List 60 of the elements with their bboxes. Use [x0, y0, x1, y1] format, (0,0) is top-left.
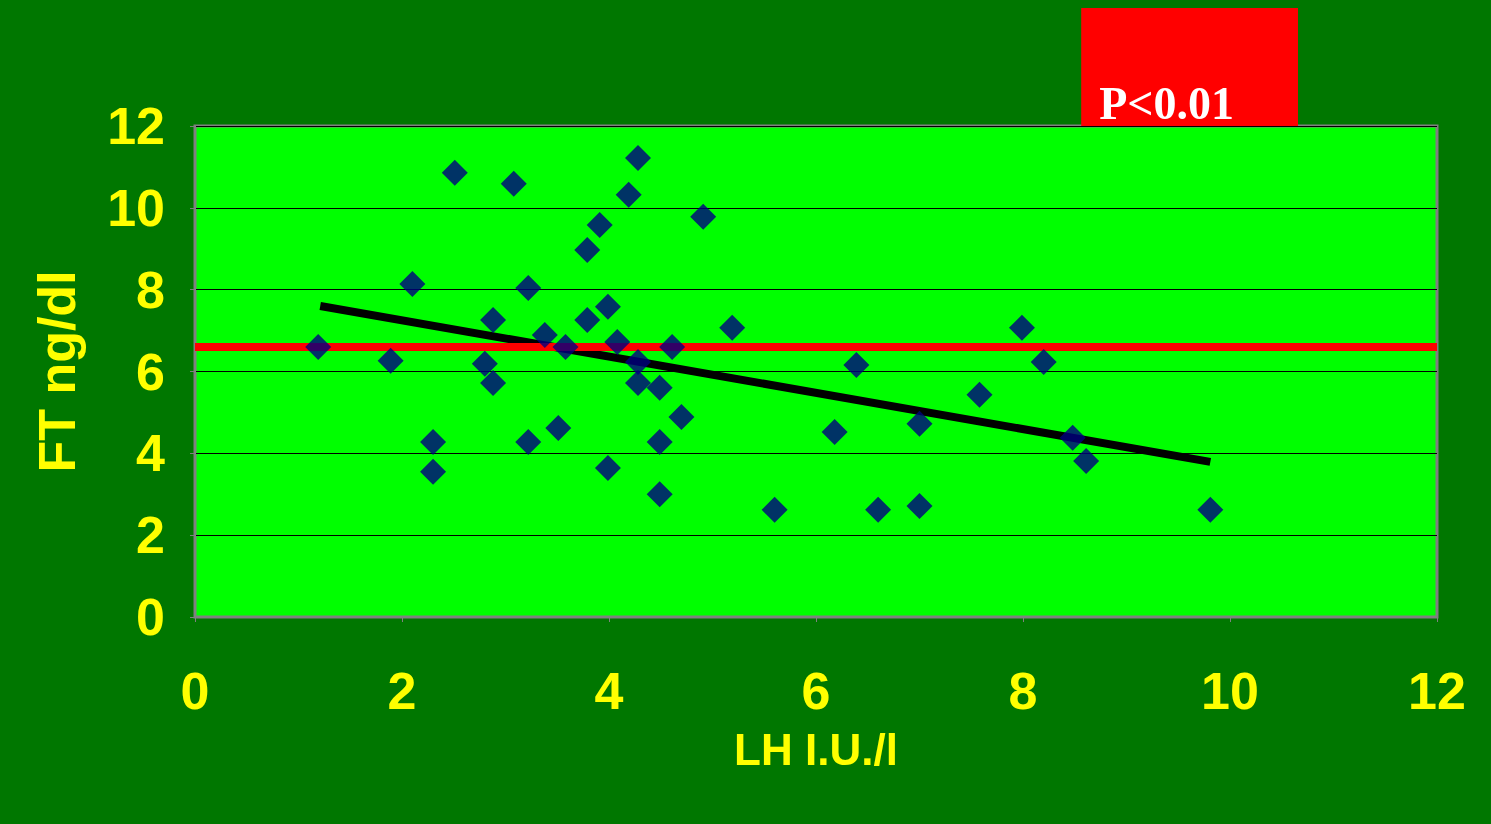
y-tick-label: 8: [136, 260, 165, 319]
y-tick-label: 10: [107, 178, 165, 237]
point: [966, 381, 993, 408]
point: [545, 414, 572, 441]
point: [906, 493, 933, 520]
y-tick-label: 6: [136, 342, 165, 401]
point: [531, 322, 558, 349]
x-tick-label: 12: [1408, 662, 1466, 720]
point: [843, 351, 870, 378]
x-tick-label: 6: [801, 662, 831, 720]
point: [305, 333, 332, 360]
point: [594, 293, 621, 320]
x-tick-label: 10: [1201, 662, 1259, 720]
point: [399, 270, 426, 297]
point: [1008, 314, 1035, 341]
y-tick-label: 2: [136, 506, 165, 565]
point: [552, 333, 579, 360]
point: [646, 428, 673, 455]
x-axis-title: LH I.U./l: [734, 724, 898, 774]
point: [574, 306, 601, 333]
x-tick-label: 0: [180, 662, 210, 720]
point: [604, 329, 631, 356]
point: [515, 428, 542, 455]
point: [594, 455, 621, 482]
point: [471, 350, 498, 377]
point: [1073, 448, 1100, 475]
point: [500, 170, 527, 197]
point: [480, 306, 507, 333]
point: [646, 374, 673, 401]
x-tick-label: 4: [594, 662, 624, 720]
point: [906, 410, 933, 437]
y-tick-label: 4: [136, 424, 166, 483]
point: [659, 333, 686, 360]
point: [1030, 349, 1057, 376]
point: [377, 347, 404, 374]
point: [865, 496, 892, 523]
point: [624, 369, 651, 396]
x-tick-label: 8: [1008, 662, 1038, 720]
point: [441, 159, 468, 186]
point: [821, 419, 848, 446]
point: [1059, 424, 1086, 451]
point: [420, 428, 447, 455]
point: [690, 203, 717, 230]
point: [420, 458, 447, 485]
point: [515, 275, 542, 302]
point: [480, 369, 507, 396]
point: [615, 181, 642, 208]
point: [586, 212, 613, 239]
point: [719, 314, 746, 341]
y-axis-title: FT ng/dl: [28, 270, 86, 473]
point: [1197, 496, 1224, 523]
point: [574, 236, 601, 263]
point: [761, 496, 788, 523]
point: [624, 144, 651, 171]
annotation: P<0.01: [1099, 77, 1234, 129]
x-tick-label: 2: [387, 662, 417, 720]
y-tick-label: 12: [107, 97, 165, 155]
point: [668, 403, 695, 430]
point: [646, 481, 673, 508]
y-tick-label: 0: [136, 588, 165, 646]
